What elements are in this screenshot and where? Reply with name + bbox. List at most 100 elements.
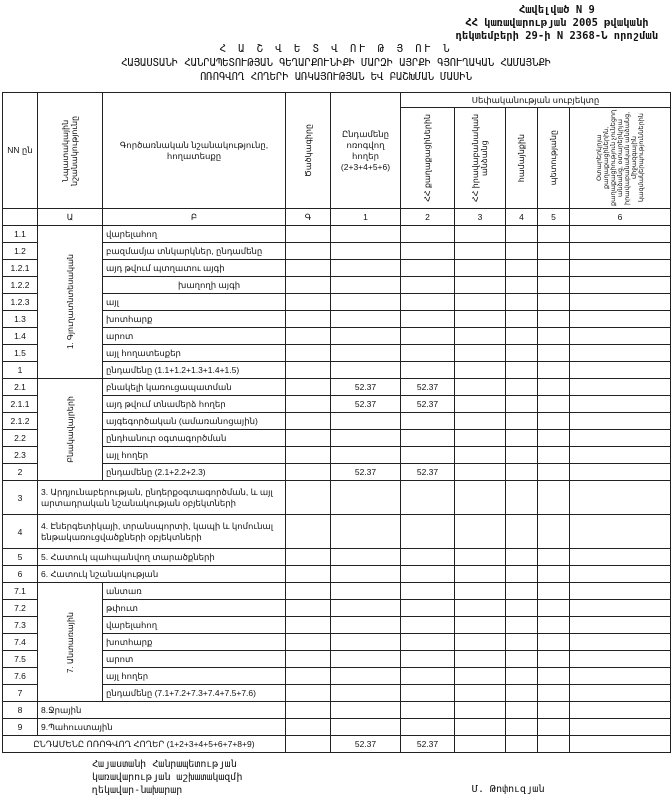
total-cell	[330, 310, 401, 328]
row-number: 7.4	[2, 633, 38, 651]
annex-line: ՀՀ կառավարության 2005 թվականի	[465, 17, 649, 29]
citizens-cell	[400, 684, 455, 702]
owner-cell	[537, 259, 570, 277]
code-cell	[285, 344, 331, 362]
table-row: 1.2.2 խաղողի այգի	[2, 276, 672, 294]
citizens-cell	[400, 633, 455, 651]
table-row: 7.6 այլ հողեր	[2, 667, 672, 685]
table-row: 7.1 7. Անտառային անտառ	[2, 582, 672, 702]
header-purpose: Նպատակային նշանակությունը	[37, 92, 103, 209]
table-row: 4 4. Էներգետիկայի, տրանսպորտի, կապի և կոմ…	[2, 514, 672, 549]
owner-cell	[568, 684, 672, 702]
citizens-cell	[400, 616, 455, 634]
table-row: 5 5. Հատուկ պահպանվող տարածքների	[2, 548, 672, 566]
code-cell	[285, 378, 331, 396]
owner-cell	[568, 344, 672, 362]
row-name: 8.Ջրային	[37, 701, 286, 719]
table-row: 1 ընդամենը (1.1+1.2+1.3+1.4+1.5)	[2, 361, 672, 379]
title-line: ՀԱՅԱՍՏԱՆԻ ՀԱՆՐԱՊԵՏՈՒԹՅԱՆ ԳԵՂԱՐՔՈՒՆԻՔԻ ՄԱ…	[121, 57, 551, 69]
owner-cell	[568, 378, 672, 396]
owner-cell	[568, 361, 672, 379]
owner-cell	[537, 412, 570, 430]
total-cell: 52.37	[330, 463, 401, 481]
row-name: ընդհանուր օգտագործման	[102, 429, 286, 447]
total-cell	[330, 259, 401, 277]
table-row: 1.5 այլ հողատեսքեր	[2, 344, 672, 362]
owner-cell	[537, 599, 570, 617]
header-legal: ՀՀ իրավաբանական անձանց	[454, 107, 506, 209]
citizens-cell	[400, 582, 455, 600]
row-name: այդ թվում տնամերձ հողեր	[102, 395, 286, 413]
row-number: 7	[2, 684, 38, 702]
annex-line: Հավելված N 9	[518, 4, 595, 16]
owner-cell	[505, 718, 538, 736]
owner-cell	[537, 429, 570, 447]
letter-cell: 5	[537, 208, 570, 226]
code-cell	[285, 633, 331, 651]
letter-cell: 1	[330, 208, 401, 226]
citizens-cell	[400, 480, 455, 515]
row-name: 3. Արդյունաբերության, ընդերքօգտագործման,…	[37, 480, 286, 515]
owner-cell	[568, 735, 672, 753]
total-cell	[330, 701, 401, 719]
row-name: բնակելի կառուցապատման	[102, 378, 286, 396]
owner-cell	[505, 599, 538, 617]
owner-cell	[454, 344, 506, 362]
owner-cell	[454, 293, 506, 311]
table-row: 2.1.2 այգեգործական (ամառանոցային)	[2, 412, 672, 430]
citizens-cell	[400, 412, 455, 430]
owner-cell	[537, 633, 570, 651]
row-number: 1.4	[2, 327, 38, 345]
owner-cell	[568, 225, 672, 243]
row-number: 8	[2, 701, 38, 719]
owner-cell	[454, 395, 506, 413]
header-foreign: Օտարերկրյա քաղաքացիներին, քաղաքացիությու…	[568, 107, 672, 209]
owner-cell	[537, 310, 570, 328]
total-cell	[330, 412, 401, 430]
group-label: Բնակավայրերի	[37, 378, 103, 481]
table-row: 7.2 թփուտ	[2, 599, 672, 617]
owner-cell	[568, 701, 672, 719]
owner-cell	[505, 429, 538, 447]
owner-cell	[505, 412, 538, 430]
citizens-cell	[400, 361, 455, 379]
owner-cell	[537, 293, 570, 311]
total-cell	[330, 344, 401, 362]
row-number: 2	[2, 463, 38, 481]
row-number: 2.1.1	[2, 395, 38, 413]
table-row: 2 ընդամենը (2.1+2.2+2.3) 52.37 52.37	[2, 463, 672, 481]
table-row: 7.4 խոտհարք	[2, 633, 672, 651]
total-cell	[330, 718, 401, 736]
owner-cell	[454, 327, 506, 345]
code-cell	[285, 276, 331, 294]
owner-cell	[505, 463, 538, 481]
row-number: 7.1	[2, 582, 38, 600]
header-code: Ծածկագիրը	[285, 92, 331, 209]
header-state: պետությանը	[537, 107, 570, 209]
citizens-cell	[400, 225, 455, 243]
owner-cell	[454, 242, 506, 260]
citizens-cell: 52.37	[400, 735, 455, 753]
owner-cell	[505, 395, 538, 413]
code-cell	[285, 412, 331, 430]
irrigated-lands-table: NN ըն Նպատակային նշանակությունը Գործառնա…	[2, 92, 672, 753]
owner-cell	[454, 548, 506, 566]
row-number: 1.2	[2, 242, 38, 260]
position-line: ղեկավար-նախարար	[92, 785, 183, 796]
total-cell	[330, 633, 401, 651]
header-total: Ընդամենը ոռոգվող հողեր (2+3+4+5+6)	[330, 92, 401, 209]
table-row: 7 ընդամենը (7.1+7.2+7.3+7.4+7.5+7.6)	[2, 684, 672, 702]
code-cell	[285, 429, 331, 447]
total-cell	[330, 225, 401, 243]
row-number: 2.1	[2, 378, 38, 396]
row-number: 6	[2, 565, 38, 583]
total-cell	[330, 650, 401, 668]
row-number: 3	[2, 480, 38, 515]
signatory-name: Մ. Թոփուզյան	[472, 784, 545, 795]
owner-cell	[537, 327, 570, 345]
owner-cell	[505, 650, 538, 668]
total-cell	[330, 242, 401, 260]
owner-cell	[454, 735, 506, 753]
owner-cell	[505, 667, 538, 685]
code-cell	[285, 718, 331, 736]
